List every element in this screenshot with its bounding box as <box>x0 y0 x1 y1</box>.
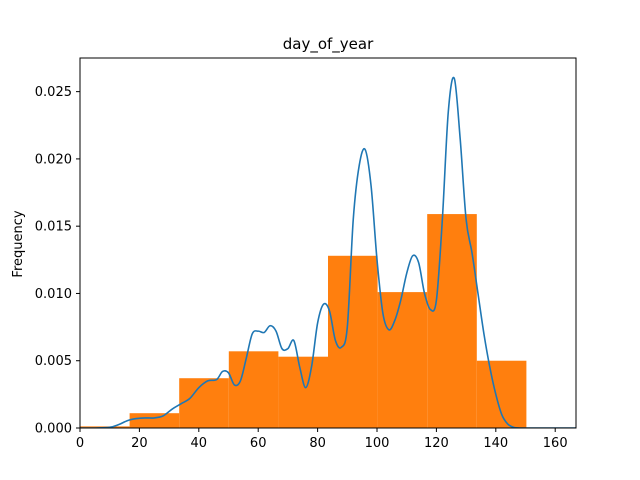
y-tick-label: 0.005 <box>35 354 72 369</box>
x-tick-label: 120 <box>424 436 449 451</box>
y-axis-ticks: 0.000 0.005 0.010 0.015 0.020 0.025 <box>35 85 80 437</box>
chart-title: day_of_year <box>283 35 374 54</box>
x-axis-ticks: 0 20 40 60 80 100 120 140 160 <box>76 428 568 451</box>
kde-line <box>80 76 576 428</box>
y-tick-label: 0.025 <box>35 85 72 100</box>
y-axis-label: Frequency <box>11 210 26 277</box>
histogram-bar <box>476 360 527 428</box>
histogram-bar <box>278 356 328 428</box>
x-tick-label: 140 <box>483 436 508 451</box>
x-tick-label: 60 <box>250 436 267 451</box>
x-tick-label: 40 <box>191 436 208 451</box>
histogram-bar <box>427 214 477 428</box>
y-tick-label: 0.015 <box>35 220 72 235</box>
x-tick-label: 20 <box>131 436 148 451</box>
histogram-bar <box>228 351 279 428</box>
kde-curve-layer <box>80 76 576 428</box>
plot-frame <box>79 57 577 429</box>
y-tick-label: 0.020 <box>35 152 72 167</box>
x-tick-label: 0 <box>76 436 84 451</box>
x-tick-label: 80 <box>309 436 326 451</box>
histogram-bar <box>179 378 229 428</box>
y-tick-label: 0.000 <box>35 422 72 437</box>
x-tick-label: 160 <box>543 436 568 451</box>
histogram-bar <box>377 292 428 428</box>
x-tick-label: 100 <box>365 436 390 451</box>
histogram-bar <box>129 413 180 428</box>
histogram-bars <box>80 214 527 428</box>
y-tick-label: 0.010 <box>35 287 72 302</box>
